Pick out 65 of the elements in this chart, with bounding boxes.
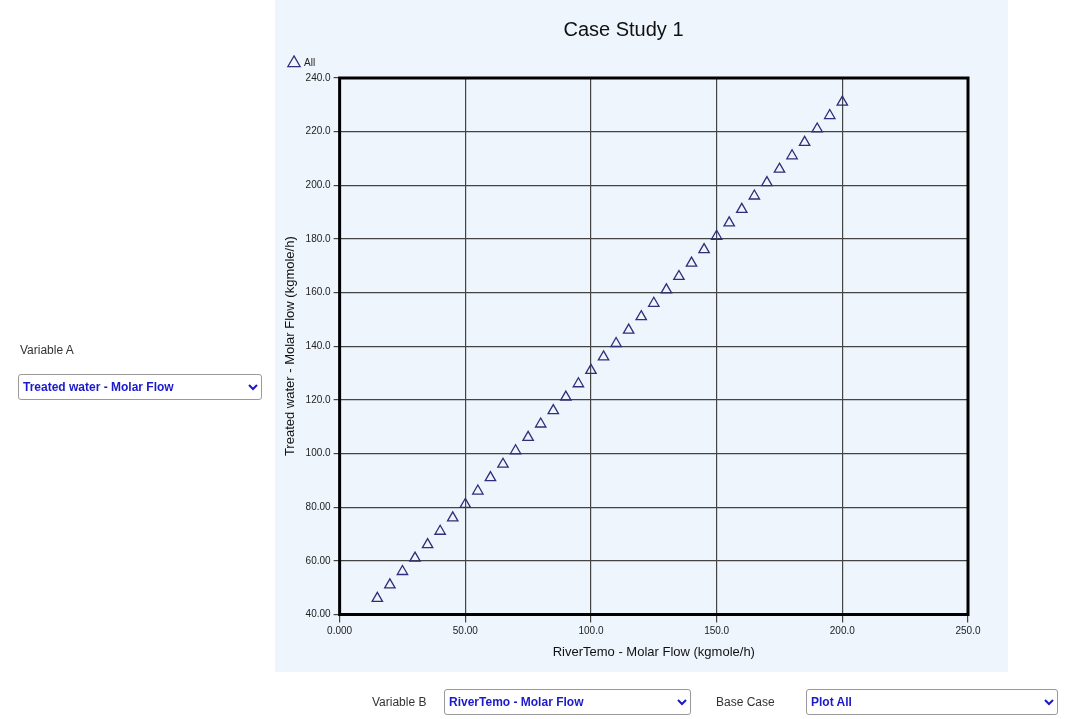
point [647, 296, 660, 307]
y-tick-label: 180.0 [305, 232, 332, 244]
point [735, 202, 748, 214]
point [685, 256, 698, 267]
x-tick-label: 50.00 [452, 625, 479, 637]
point [446, 511, 459, 522]
point [597, 350, 610, 361]
y-tick-label: 220.0 [305, 125, 332, 137]
point [698, 243, 710, 254]
y-tick-label: 120.0 [305, 393, 332, 405]
y-tick-label: 140.0 [305, 339, 332, 351]
point [547, 403, 560, 415]
x-tick-label: 250.0 [955, 625, 981, 637]
x-tick-label: 150.0 [704, 625, 730, 637]
point [622, 323, 635, 334]
x-tick-label: 100.0 [578, 625, 604, 637]
point [585, 363, 597, 374]
legend-label: All [304, 56, 316, 68]
point [371, 591, 384, 602]
point [635, 310, 648, 321]
point [472, 484, 484, 495]
point [396, 564, 409, 576]
point [534, 417, 547, 428]
point [836, 95, 849, 106]
y-tick-label: 60.00 [305, 554, 332, 566]
point [484, 470, 497, 482]
point [748, 189, 761, 200]
point [459, 497, 472, 509]
text: Treated water - Molar Flow [18, 374, 262, 400]
point [786, 149, 798, 160]
text: Variable A [20, 343, 74, 357]
y-tick-label: 160.0 [305, 286, 332, 298]
point [409, 551, 421, 562]
point [710, 229, 723, 240]
point [421, 538, 434, 549]
x-tick-label: 0.000 [327, 625, 353, 637]
point [823, 108, 836, 120]
point [509, 444, 522, 455]
text: Plot All [806, 689, 1058, 715]
point [723, 216, 736, 227]
point [798, 135, 811, 147]
point [434, 524, 447, 535]
point [522, 430, 534, 442]
point [673, 269, 685, 281]
x-axis-title: RiverTemo - Molar Flow (kgmole/h) [552, 643, 755, 659]
point [572, 377, 585, 388]
y-tick-label: 100.0 [305, 447, 332, 459]
point [773, 162, 786, 173]
point [610, 336, 622, 348]
chart-title: Case Study 1 [563, 17, 684, 40]
y-tick-label: 80.00 [305, 500, 332, 512]
text: RiverTemo - Molar Flow [444, 689, 691, 715]
point [559, 390, 572, 401]
text: Variable B [372, 695, 427, 709]
point [384, 578, 396, 589]
y-tick-label: 200.0 [305, 179, 332, 191]
x-tick-label: 200.0 [829, 625, 856, 637]
point [811, 122, 824, 133]
point [497, 457, 509, 468]
y-tick-label: 240.0 [305, 71, 332, 83]
point [761, 175, 773, 187]
y-axis-title: Treated water - Molar Flow (kgmole/h) [282, 236, 298, 457]
text: Base Case [716, 695, 775, 709]
point [660, 283, 673, 294]
y-tick-label: 40.00 [305, 608, 332, 620]
